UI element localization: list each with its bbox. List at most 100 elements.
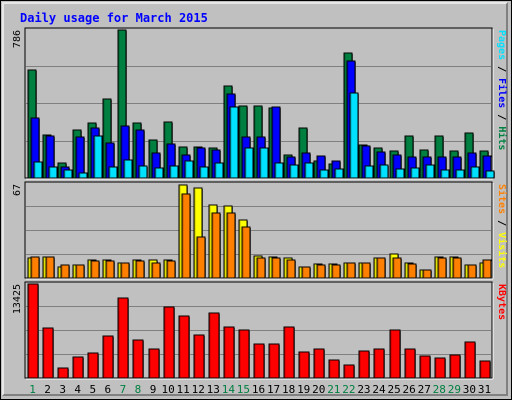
bar-pages <box>395 168 405 179</box>
bar-pages <box>214 162 224 179</box>
bar-pages <box>138 165 148 179</box>
bar-kbytes <box>208 312 220 379</box>
bar-pages <box>108 166 118 179</box>
x-tick-label: 10 <box>161 383 174 396</box>
x-tick-label: 23 <box>357 383 370 396</box>
bar-sites <box>30 256 40 279</box>
x-tick-label: 24 <box>372 383 386 396</box>
x-tick-label: 13 <box>207 383 220 396</box>
bar-pages <box>334 168 344 179</box>
y-max-label: 13425 <box>12 284 23 314</box>
x-tick-label: 11 <box>177 383 190 396</box>
bar-kbytes <box>132 339 144 379</box>
x-tick-label: 6 <box>105 383 112 396</box>
bar-sites <box>482 259 492 279</box>
bar-pages <box>259 147 269 179</box>
bar-kbytes <box>148 348 160 379</box>
bar-pages <box>289 164 299 179</box>
x-tick-label: 28 <box>433 383 446 396</box>
series-separator: / <box>496 108 507 126</box>
bar-pages <box>470 166 480 179</box>
bar-kbytes <box>238 329 250 379</box>
bar-pages <box>184 160 194 179</box>
y-max-label: 67 <box>12 184 23 196</box>
x-axis-labels: 1 2 3 4 5 6 7 8 9 10 11 12 13 14 15 16 17 18 19 20 21 22 23 24 2… <box>29 383 491 396</box>
series-separator: / <box>496 214 507 232</box>
x-tick-label: 26 <box>403 383 416 396</box>
bar-sites <box>452 257 462 279</box>
x-tick-label: 12 <box>192 383 205 396</box>
bar-pages <box>485 170 495 179</box>
bar-pages <box>169 165 179 179</box>
bar-pages <box>244 147 254 179</box>
bar-kbytes <box>449 354 461 379</box>
bar-pages <box>199 166 209 179</box>
bar-pages <box>319 169 329 179</box>
bar-sites <box>151 262 161 279</box>
bar-kbytes <box>193 334 205 379</box>
bar-sites <box>211 212 221 279</box>
x-tick-label: 25 <box>387 383 400 396</box>
bar-kbytes <box>328 359 340 379</box>
bar-kbytes <box>358 350 370 379</box>
bar-pages <box>63 169 73 179</box>
bar-kbytes <box>57 367 69 379</box>
bar-pages <box>154 167 164 179</box>
bar-sites <box>376 257 386 279</box>
bar-pages <box>274 162 284 179</box>
bar-pages <box>455 169 465 179</box>
bar-sites <box>181 193 191 279</box>
bar-kbytes <box>268 343 280 379</box>
x-tick-label: 29 <box>448 383 461 396</box>
bar-kbytes <box>117 297 129 379</box>
series-axis-label: Pages / Files / Hits <box>496 30 508 150</box>
bar-pages <box>425 164 435 179</box>
bar-sites <box>346 262 356 279</box>
x-tick-label: 14 <box>222 383 236 396</box>
x-tick-label: 30 <box>463 383 476 396</box>
bar-pages <box>33 161 43 179</box>
x-tick-label: 1 <box>29 383 36 396</box>
x-tick-label: 21 <box>327 383 340 396</box>
bar-kbytes <box>87 352 99 379</box>
bar-kbytes <box>389 329 401 379</box>
bar-kbytes <box>72 356 84 379</box>
bar-kbytes <box>464 341 476 379</box>
bar-kbytes <box>27 283 39 379</box>
bar-sites <box>105 260 115 279</box>
x-tick-label: 17 <box>267 383 280 396</box>
bar-pages <box>379 164 389 179</box>
bar-sites <box>166 260 176 279</box>
bar-kbytes <box>253 343 265 379</box>
x-tick-label: 22 <box>342 383 355 396</box>
panel-top: 786 Pages / Files / Hits <box>12 27 508 180</box>
bar-sites <box>90 260 100 279</box>
bar-pages <box>304 162 314 179</box>
bar-sites <box>196 236 206 279</box>
bar-sites <box>422 269 432 279</box>
panel-bottom: 13425 KBytes <box>12 281 507 380</box>
bar-kbytes <box>163 306 175 379</box>
x-tick-label: 20 <box>312 383 325 396</box>
x-tick-label: 15 <box>237 383 250 396</box>
series-separator: / <box>496 60 507 78</box>
bar-kbytes <box>223 326 235 379</box>
bar-sites <box>316 264 326 279</box>
bar-kbytes <box>178 315 190 379</box>
series-name-label: Hits <box>496 126 508 150</box>
bar-sites <box>256 257 266 279</box>
chart-panels: 786 Pages / Files / Hits 67 Sites / Visits 1… <box>12 27 508 380</box>
bar-sites <box>467 264 477 279</box>
bar-kbytes <box>42 327 54 379</box>
bar-sites <box>361 262 371 279</box>
bar-pages <box>410 167 420 179</box>
bar-pages <box>440 169 450 179</box>
bar-pages <box>48 166 58 179</box>
bar-kbytes <box>343 364 355 379</box>
series-name-label: Files <box>496 78 508 108</box>
bar-kbytes <box>298 351 310 379</box>
bar-sites <box>60 264 70 279</box>
panel-middle: 67 Sites / Visits <box>12 181 508 280</box>
x-tick-label: 18 <box>282 383 295 396</box>
